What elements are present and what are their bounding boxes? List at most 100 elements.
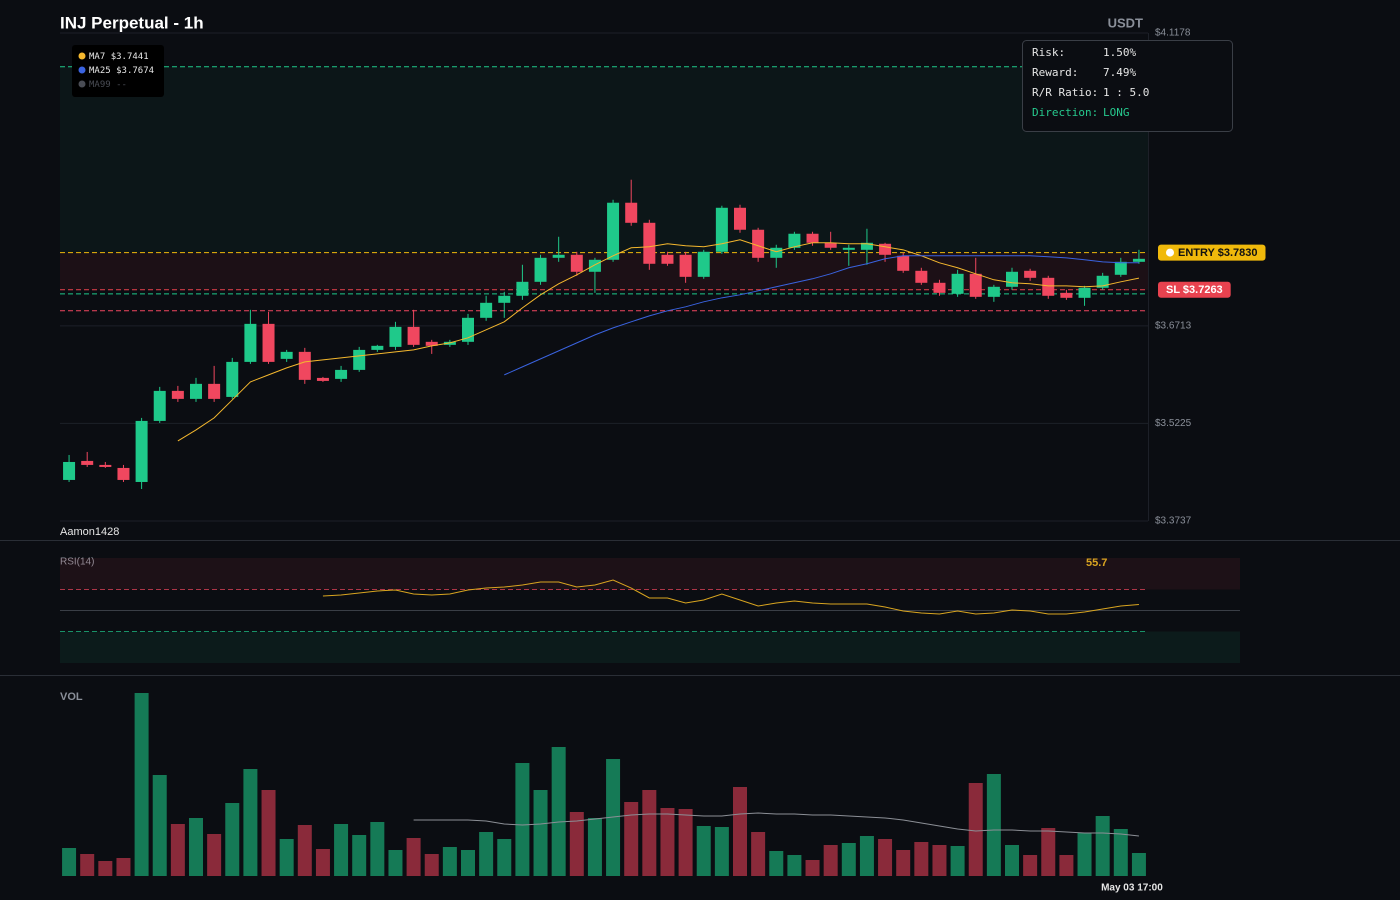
- volume-bar: [660, 808, 675, 876]
- rsi-line: [322, 579, 1139, 615]
- volume-bar: [787, 855, 802, 876]
- volume-title: VOL: [60, 691, 83, 703]
- candle-body: [498, 295, 511, 303]
- candle-body: [879, 243, 892, 255]
- candle-body: [316, 377, 329, 381]
- volume-bar: [914, 842, 929, 876]
- candle-body: [1006, 271, 1018, 287]
- candle-body: [244, 323, 257, 362]
- legend-dot: [78, 80, 86, 88]
- volume-bar: [497, 839, 512, 876]
- candle-body: [153, 390, 166, 421]
- candle-body: [425, 341, 438, 346]
- volume-bar: [279, 839, 294, 876]
- legend-value: $3.7674: [116, 66, 154, 76]
- risk-value: 1.50%: [1103, 46, 1136, 59]
- volume-bar: [461, 850, 475, 876]
- candle-body: [933, 282, 946, 293]
- volume-bar: [297, 825, 312, 876]
- volume-bar: [769, 851, 784, 876]
- ma-legend-box: [72, 45, 164, 97]
- candle-body: [190, 383, 202, 399]
- level-tag: [1158, 244, 1266, 261]
- legend-name: MA25: [89, 66, 111, 76]
- volume-bar: [243, 769, 258, 876]
- candle-body: [987, 286, 1000, 297]
- candle-body: [752, 229, 765, 258]
- risk-rows: Risk: 1.50% Reward: 7.49% R/R Ratio: 1 : 5.0 D…: [1032, 46, 1149, 119]
- volume-bar: [1113, 829, 1128, 876]
- ma-line: [177, 239, 1140, 442]
- candle-body: [697, 251, 710, 277]
- candle-body: [661, 254, 674, 264]
- rsi-value: 55.7: [1086, 557, 1107, 569]
- candle-body: [588, 259, 601, 272]
- legend-value: --: [116, 80, 127, 90]
- plot-layer: $4.1178 $3.6713 $3.5225 $3.3737 55.7 May 03 1…: [60, 28, 1240, 894]
- volume-bar: [986, 774, 1001, 876]
- candle-body: [135, 420, 148, 482]
- rsi-title: RSI(14): [60, 557, 94, 568]
- candle-body: [1042, 277, 1055, 296]
- candle-body: [335, 369, 348, 379]
- candle-body: [280, 351, 293, 359]
- volume-bar: [370, 822, 385, 876]
- volume-bar: [406, 838, 421, 876]
- volume-bar: [551, 747, 566, 876]
- volume-bar: [533, 790, 548, 876]
- volume-bar: [1023, 855, 1038, 876]
- target-zone: [60, 66, 1148, 253]
- candle-body: [389, 326, 402, 347]
- legend-name: MA7: [89, 52, 105, 62]
- volume-bar: [442, 847, 457, 876]
- legend-dot: [78, 66, 86, 74]
- volume-bar: [714, 827, 729, 876]
- volume-bar: [479, 832, 494, 876]
- candle-body: [969, 273, 982, 297]
- candle-body: [607, 202, 620, 260]
- candle-body: [1132, 258, 1145, 262]
- currency: USDT: [1108, 15, 1143, 30]
- candle-body: [480, 302, 493, 318]
- candle-body: [897, 255, 910, 271]
- legend-value: $3.7441: [111, 52, 149, 62]
- volume-bar: [624, 802, 639, 876]
- volume-bar: [751, 832, 766, 876]
- volume-bar: [896, 850, 911, 876]
- legend-entry: MA7 $3.7441: [89, 52, 149, 62]
- risk-label: R/R Ratio:: [1032, 86, 1098, 99]
- candle-body: [117, 467, 130, 480]
- overbought-zone: [60, 558, 1240, 590]
- volume-bar: [134, 693, 149, 876]
- risk-zone: [60, 252, 1148, 290]
- candle-body: [679, 254, 692, 277]
- legend-name: MA99: [89, 80, 111, 90]
- volume-bar: [859, 836, 874, 876]
- legend-entry: MA99 --: [89, 80, 127, 90]
- volume-bar: [207, 834, 222, 876]
- level-tags: ENTRY $3.7830 SL $3.7263: [1158, 244, 1266, 298]
- candle-body: [788, 233, 801, 248]
- candle-body: [715, 207, 728, 252]
- candle-body: [298, 351, 311, 380]
- candle-body: [407, 326, 420, 345]
- chart-title: INJ Perpetual - 1h: [60, 13, 204, 32]
- candle-body: [625, 202, 638, 223]
- candle-body: [371, 345, 384, 350]
- volume-bar: [932, 845, 947, 876]
- candle-body: [806, 233, 819, 243]
- volume-bar: [152, 775, 167, 876]
- risk-value: 1 : 5.0: [1103, 86, 1149, 99]
- volume-bar: [424, 854, 439, 876]
- risk-value: LONG: [1103, 106, 1130, 119]
- y-tick-label: $3.3737: [1155, 516, 1192, 527]
- risk-label: Direction:: [1032, 106, 1098, 119]
- candle-body: [353, 349, 366, 370]
- candle-body: [208, 383, 221, 399]
- candle-body: [516, 281, 529, 296]
- volume-bar: [98, 861, 113, 876]
- candle-body: [570, 254, 583, 272]
- candle-body: [262, 323, 275, 362]
